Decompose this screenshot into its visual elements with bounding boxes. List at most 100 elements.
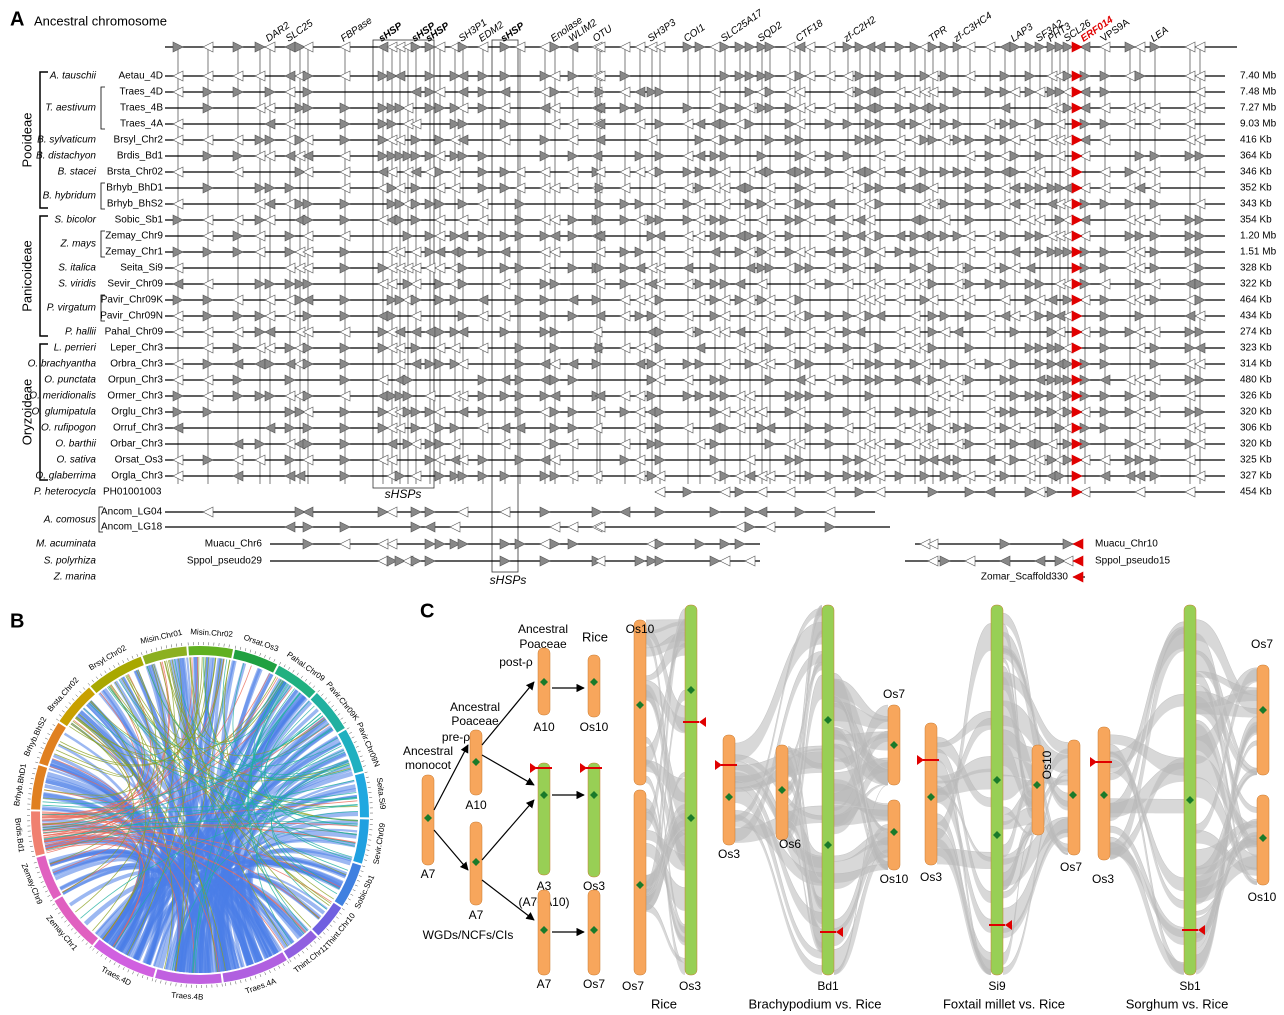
figure: A Ancestral chromosome sHSPssHSPsDAR2SLC… bbox=[0, 0, 1284, 1015]
scale-tick bbox=[132, 972, 133, 975]
gene-arrow bbox=[683, 487, 693, 497]
scale-tick bbox=[86, 943, 88, 945]
chromosome-label: Brdis.Bd1 bbox=[13, 817, 26, 853]
region-size: 354 Kb bbox=[1240, 215, 1272, 226]
scale-tick bbox=[255, 976, 256, 979]
region-size: 322 Kb bbox=[1240, 279, 1272, 290]
scale-tick bbox=[109, 668, 111, 671]
scale-tick bbox=[71, 928, 73, 930]
gene-arrow bbox=[592, 507, 602, 517]
erf-marker bbox=[530, 763, 537, 773]
gene-arrow bbox=[500, 556, 510, 566]
scale-tick bbox=[336, 917, 338, 919]
chromosome-label: Misin.Chr01 bbox=[139, 628, 183, 646]
gene-arrow bbox=[540, 556, 550, 566]
erf-marker bbox=[580, 763, 587, 773]
scale-tick bbox=[364, 860, 367, 861]
scale-tick bbox=[321, 694, 323, 696]
chromosome-name: PH01001003 bbox=[103, 487, 162, 498]
scale-tick bbox=[123, 967, 124, 970]
gene-arrow bbox=[825, 507, 835, 517]
text-label: Bd1 bbox=[817, 979, 839, 993]
scale-tick bbox=[90, 946, 92, 948]
scale-tick bbox=[64, 920, 66, 922]
gene-arrow bbox=[710, 556, 720, 566]
erf-marker bbox=[917, 755, 924, 765]
chromosome-name: Ancom_LG18 bbox=[101, 522, 163, 533]
scale-tick bbox=[30, 846, 33, 847]
text-label: Ancestral bbox=[450, 700, 500, 714]
scale-tick bbox=[83, 687, 85, 689]
scale-tick bbox=[310, 945, 312, 947]
chromosome-label: Brhyb.BhD1 bbox=[12, 762, 28, 807]
scale-tick bbox=[61, 916, 63, 918]
scale-tick bbox=[314, 941, 316, 943]
scale-tick bbox=[353, 890, 356, 891]
arrow bbox=[482, 800, 534, 860]
text-label: Rice bbox=[582, 629, 608, 644]
scale-tick bbox=[105, 957, 107, 960]
gene-arrow bbox=[303, 507, 313, 517]
region-size: 434 Kb bbox=[1240, 311, 1272, 322]
text-label: A7 bbox=[469, 908, 484, 922]
scale-tick bbox=[92, 948, 94, 950]
gene-arrow bbox=[1063, 556, 1073, 566]
gene-arrow bbox=[735, 487, 745, 497]
scale-tick bbox=[290, 960, 292, 963]
gene-arrow bbox=[720, 556, 730, 566]
chromosome-name: Brhyb_BhD1 bbox=[106, 183, 163, 194]
scale-tick bbox=[365, 855, 368, 856]
gene-arrow bbox=[720, 487, 730, 497]
chromosome-name: Zomar_Scaffold330 bbox=[981, 572, 1069, 583]
erf-marker bbox=[699, 717, 706, 727]
chromosome-name: Traes_4B bbox=[120, 103, 163, 114]
scale-tick bbox=[319, 936, 321, 938]
scale-tick bbox=[127, 658, 128, 661]
scale-tick bbox=[250, 977, 251, 980]
region-size: 1.51 Mb bbox=[1240, 247, 1277, 258]
scale-tick bbox=[350, 894, 353, 895]
scale-tick bbox=[147, 977, 148, 980]
scale-tick bbox=[100, 674, 102, 676]
gene-arrow bbox=[745, 522, 755, 532]
chromosome-name: Orglu_Chr3 bbox=[111, 407, 163, 418]
region-size: 327 Kb bbox=[1240, 471, 1272, 482]
chromosome-name: Sevir_Chr09 bbox=[107, 279, 163, 290]
chromosome-name: Orbra_Chr3 bbox=[110, 359, 163, 370]
text-label: A10 bbox=[533, 720, 555, 734]
gene-arrow bbox=[757, 487, 767, 497]
page: Ancestral chromosome synteny figure body… bbox=[0, 0, 1284, 1015]
chromosome-label: Orsat.Os3 bbox=[242, 633, 280, 654]
scale-tick bbox=[269, 657, 270, 660]
scale-tick bbox=[118, 965, 119, 968]
gene-arrow bbox=[285, 522, 295, 532]
scale-tick bbox=[31, 851, 34, 852]
chromosome-name: Brsyl_Chr2 bbox=[114, 135, 164, 146]
scale-tick bbox=[56, 719, 58, 721]
scale-tick bbox=[363, 766, 366, 767]
scale-tick bbox=[92, 680, 94, 682]
scale-tick bbox=[335, 709, 337, 711]
gene-arrow bbox=[1047, 487, 1057, 497]
chromosome-label: Traes.4B bbox=[171, 991, 204, 1002]
scale-tick bbox=[354, 741, 357, 742]
scale-tick bbox=[32, 773, 35, 774]
species-name: O. punctata bbox=[44, 375, 96, 386]
synteny-ribbon bbox=[937, 848, 991, 869]
scale-tick bbox=[96, 677, 98, 679]
gene-label: SQD2 bbox=[756, 20, 785, 45]
subfamily-bracket bbox=[40, 216, 48, 336]
text-label: monocot bbox=[405, 758, 452, 772]
gene-arrow bbox=[735, 522, 745, 532]
gene-arrow bbox=[568, 539, 578, 549]
text-label: Os7 bbox=[622, 979, 644, 993]
scale-tick bbox=[37, 757, 40, 758]
scale-tick bbox=[240, 647, 241, 650]
species-name: L. perrieri bbox=[54, 343, 97, 354]
scale-tick bbox=[35, 762, 38, 763]
scale-tick bbox=[313, 686, 315, 688]
species-name: O. sativa bbox=[57, 455, 97, 466]
species-name: B. sylvaticum bbox=[37, 135, 96, 146]
gene-arrow bbox=[965, 487, 975, 497]
scale-tick bbox=[298, 954, 300, 956]
